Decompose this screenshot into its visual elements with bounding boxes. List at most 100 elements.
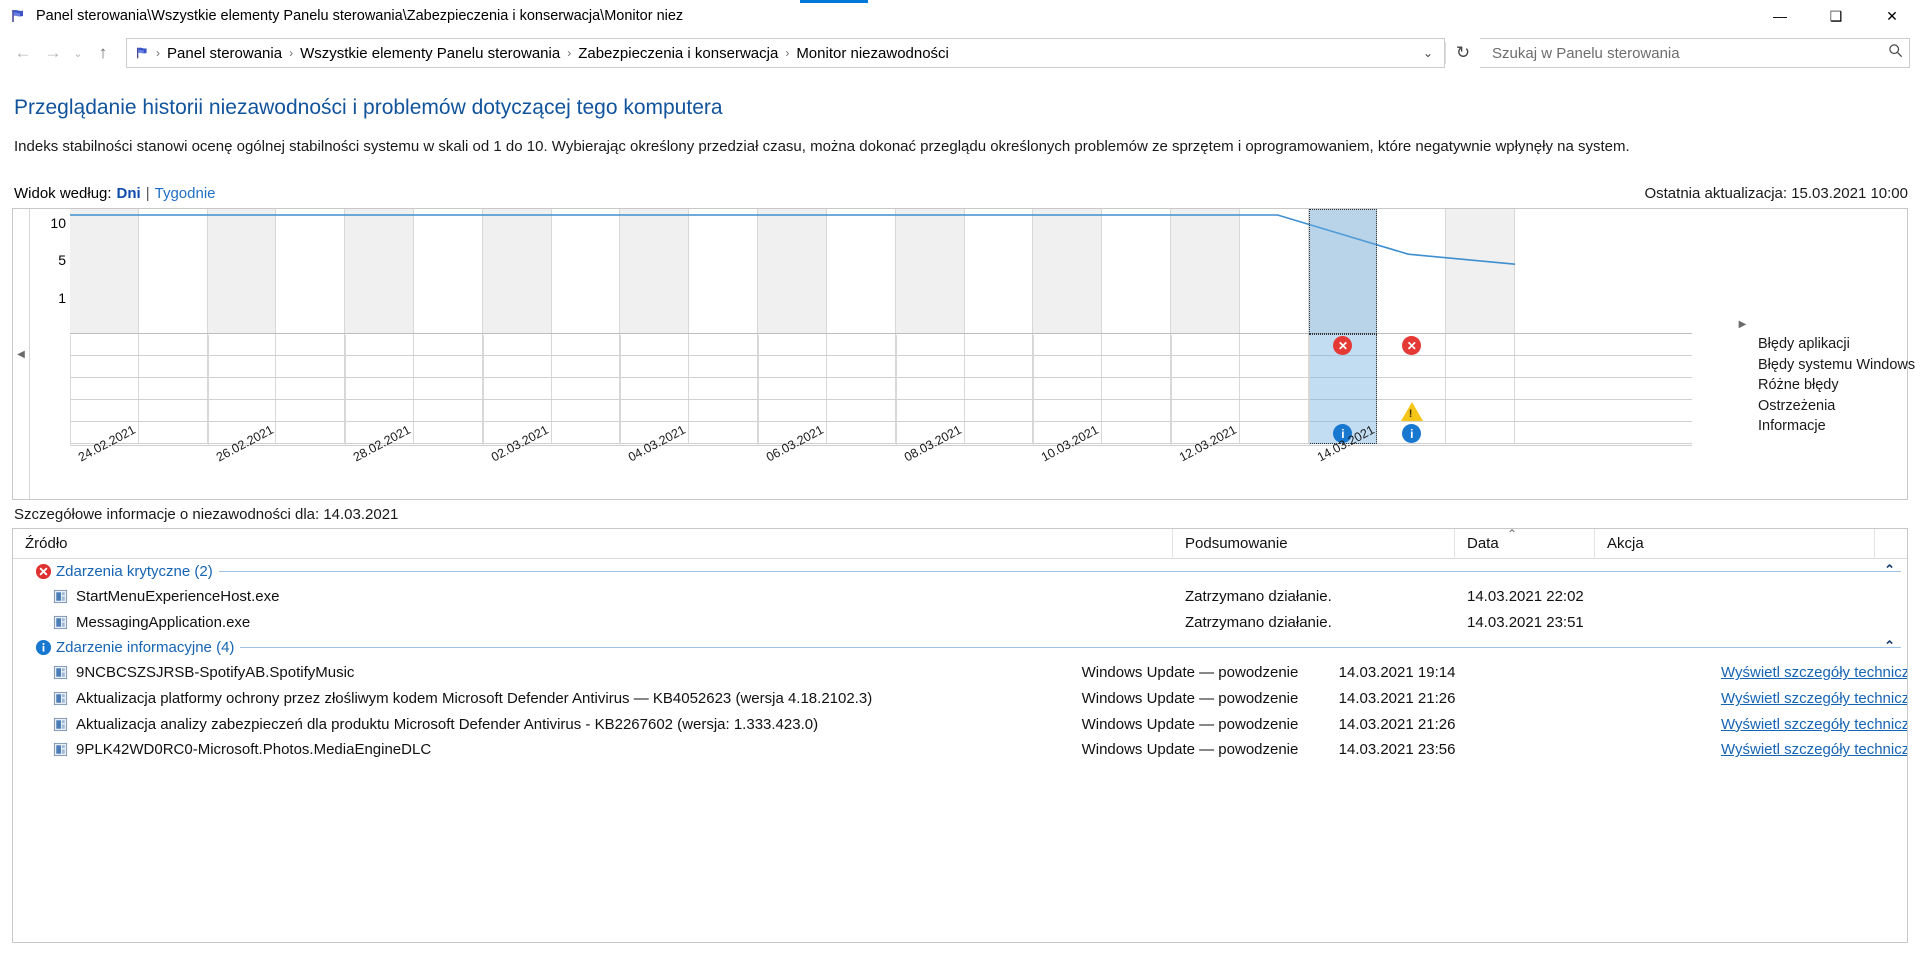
chart-day-column[interactable] xyxy=(414,209,483,333)
chart-day-column[interactable] xyxy=(827,334,896,444)
chart-day-column[interactable] xyxy=(552,209,621,333)
error-icon[interactable]: ✕ xyxy=(1402,336,1422,355)
up-button[interactable]: ↑ xyxy=(98,43,108,62)
table-row[interactable]: 9PLK42WD0RC0-Microsoft.Photos.MediaEngin… xyxy=(13,737,1907,763)
chevron-down-icon[interactable]: ⌄ xyxy=(1422,46,1434,60)
refresh-icon[interactable]: ↻ xyxy=(1455,43,1471,62)
information-icon[interactable]: i xyxy=(1333,424,1353,443)
chart-scroll-right-icon[interactable]: ▶ xyxy=(1734,309,1751,339)
chart-day-column[interactable] xyxy=(1377,334,1447,444)
chart-day-column[interactable] xyxy=(1171,334,1240,444)
chart-day-column[interactable] xyxy=(1240,334,1309,444)
search-box[interactable] xyxy=(1480,38,1910,68)
maximize-button[interactable]: ❑ xyxy=(1829,7,1843,24)
chart-day-column[interactable] xyxy=(345,209,415,333)
chart-day-column[interactable] xyxy=(207,209,277,333)
chart-gridline xyxy=(207,335,209,446)
chart-day-column[interactable] xyxy=(1102,334,1171,444)
cell-source-text: StartMenuExperienceHost.exe xyxy=(76,588,280,606)
error-icon[interactable]: ✕ xyxy=(1333,336,1353,355)
table-row[interactable]: MessagingApplication.exe Zatrzymano dział… xyxy=(13,610,1907,636)
information-icon[interactable]: i xyxy=(1402,424,1422,443)
chart-day-column[interactable] xyxy=(689,334,759,444)
chart-day-column[interactable] xyxy=(483,334,552,444)
chart-day-column[interactable] xyxy=(758,334,827,444)
breadcrumb-separator-3[interactable]: › xyxy=(785,46,790,60)
chart-day-column[interactable] xyxy=(482,209,552,333)
search-input[interactable] xyxy=(1490,43,1888,63)
chart-day-column[interactable] xyxy=(965,209,1034,333)
breadcrumb[interactable]: › Panel sterowania › Wszystkie elementy … xyxy=(126,38,1445,68)
chart-day-column[interactable] xyxy=(1446,209,1515,333)
event-group-header[interactable]: Zdarzenie informacyjne (4) ⌃ xyxy=(13,635,1907,660)
forward-button[interactable]: → xyxy=(44,43,62,62)
chart-day-column[interactable] xyxy=(1033,209,1103,333)
recent-locations-button[interactable]: ⌄ xyxy=(73,47,83,60)
column-header-date[interactable]: Data ⌃ xyxy=(1455,529,1595,559)
view-technical-details-link[interactable]: Wyświetl szczegóły techniczne xyxy=(1720,690,1907,708)
chart-day-column[interactable] xyxy=(552,334,621,444)
event-group-header[interactable]: Zdarzenia krytyczne (2) ⌃ xyxy=(13,559,1907,584)
breadcrumb-separator-1[interactable]: › xyxy=(289,46,294,60)
chart-day-column[interactable] xyxy=(276,209,346,333)
event-group-label[interactable]: Zdarzenie informacyjne (4) xyxy=(56,639,235,657)
event-group-label[interactable]: Zdarzenia krytyczne (2) xyxy=(56,563,213,580)
breadcrumb-separator-2[interactable]: › xyxy=(567,46,572,60)
chart-day-column[interactable] xyxy=(276,334,346,444)
event-bands[interactable]: ✕ i ✕! i xyxy=(70,334,1692,444)
chart-day-column[interactable] xyxy=(1240,209,1309,333)
table-row[interactable]: 9NCBCSZSJRSB-SpotifyAB.SpotifyMusic Windo… xyxy=(13,660,1907,686)
chart-day-column[interactable] xyxy=(414,334,483,444)
view-technical-details-link[interactable]: Wyświetl szczegóły techniczne xyxy=(1720,664,1907,682)
chart-day-column[interactable] xyxy=(1102,209,1171,333)
details-table[interactable]: Źródło Podsumowanie Data ⌃ Akcja Zdarzen… xyxy=(12,528,1908,943)
view-technical-details-link[interactable]: Wyświetl szczegóły techniczne xyxy=(1720,715,1907,733)
stability-index-plot[interactable] xyxy=(70,209,1692,334)
chart-day-column[interactable] xyxy=(139,334,208,444)
chart-day-column[interactable] xyxy=(758,209,827,333)
search-icon[interactable] xyxy=(1888,43,1903,63)
column-header-summary[interactable]: Podsumowanie xyxy=(1173,529,1455,559)
chart-day-column[interactable] xyxy=(620,209,690,333)
column-header-source[interactable]: Źródło xyxy=(13,529,1173,559)
collapse-group-icon[interactable]: ⌃ xyxy=(1884,562,1895,577)
chart-day-column[interactable] xyxy=(896,334,965,444)
back-button[interactable]: ← xyxy=(14,43,32,62)
view-option-days[interactable]: Dni xyxy=(116,185,141,202)
breadcrumb-item-2[interactable]: Zabezpieczenia i konserwacja xyxy=(578,44,779,62)
close-button[interactable]: ✕ xyxy=(1886,7,1898,24)
table-row[interactable]: StartMenuExperienceHost.exe Zatrzymano dz… xyxy=(13,584,1907,610)
chart-day-column[interactable] xyxy=(689,209,759,333)
chart-plot-area[interactable]: 10 5 1 ✕ i ✕! i xyxy=(30,209,1907,499)
breadcrumb-item-3[interactable]: Monitor niezawodności xyxy=(796,44,949,62)
chart-day-column[interactable] xyxy=(620,334,690,444)
chart-day-column[interactable] xyxy=(1377,209,1447,333)
reliability-chart[interactable]: ◀ 10 5 1 ✕ i ✕! i xyxy=(12,208,1915,500)
column-header-action[interactable]: Akcja xyxy=(1595,529,1875,559)
table-row[interactable]: Aktualizacja analizy zabezpieczeń dla pr… xyxy=(13,711,1907,737)
chart-scroll-left-icon[interactable]: ◀ xyxy=(13,209,30,499)
cell-source: MessagingApplication.exe xyxy=(13,614,1173,631)
collapse-group-icon[interactable]: ⌃ xyxy=(1884,638,1895,654)
breadcrumb-flag-icon[interactable] xyxy=(135,45,151,61)
chart-day-column[interactable] xyxy=(345,334,415,444)
breadcrumb-item-0[interactable]: Panel sterowania xyxy=(167,44,283,62)
chart-day-column[interactable] xyxy=(139,209,208,333)
chart-day-column[interactable] xyxy=(895,209,965,333)
chart-day-column[interactable] xyxy=(827,209,896,333)
view-option-weeks[interactable]: Tygodnie xyxy=(154,185,216,202)
chart-day-column[interactable] xyxy=(1033,334,1103,444)
chart-day-column[interactable] xyxy=(1170,209,1240,333)
view-technical-details-link[interactable]: Wyświetl szczegóły techniczne xyxy=(1720,741,1907,759)
breadcrumb-item-1[interactable]: Wszystkie elementy Panelu sterowania xyxy=(300,44,561,62)
table-row[interactable]: Aktualizacja platformy ochrony przez zło… xyxy=(13,686,1907,712)
chart-day-column[interactable] xyxy=(965,334,1034,444)
chart-day-column[interactable] xyxy=(208,334,277,444)
chart-day-column[interactable] xyxy=(1446,334,1515,444)
breadcrumb-separator-0[interactable]: › xyxy=(156,46,160,60)
minimize-button[interactable]: — xyxy=(1773,8,1787,24)
chart-day-column[interactable] xyxy=(70,209,139,333)
cell-action: Wyświetl szczegóły techniczne xyxy=(1709,664,1907,681)
chart-day-column[interactable] xyxy=(70,334,139,444)
warning-icon[interactable]: ! xyxy=(1400,402,1423,421)
